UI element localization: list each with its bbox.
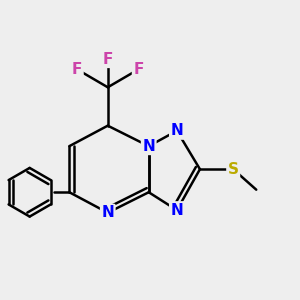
Text: N: N xyxy=(142,139,155,154)
Text: N: N xyxy=(170,123,183,138)
Text: F: F xyxy=(72,62,82,77)
Text: F: F xyxy=(103,52,113,67)
Text: N: N xyxy=(170,203,183,218)
Text: N: N xyxy=(101,205,114,220)
Text: F: F xyxy=(133,62,144,77)
Text: S: S xyxy=(228,162,239,177)
